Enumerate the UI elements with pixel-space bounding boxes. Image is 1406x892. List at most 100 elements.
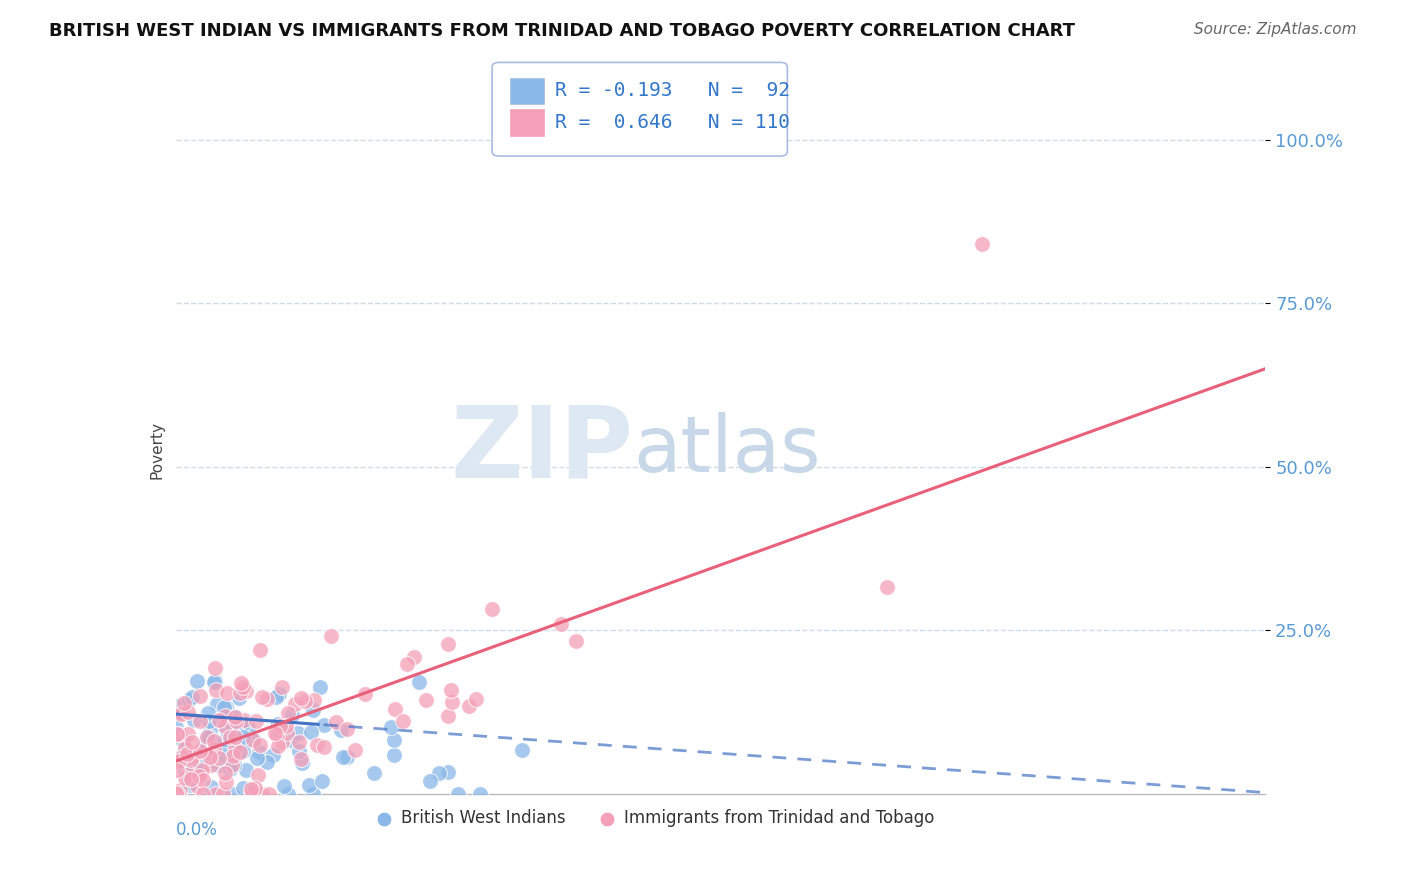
Point (290, 691, 312, 706)
Point (202, 733, 225, 747)
Point (179, 693, 201, 707)
Point (193, 739, 215, 754)
Point (235, 763, 257, 777)
Text: Source: ZipAtlas.com: Source: ZipAtlas.com (1194, 22, 1357, 37)
Point (291, 756, 314, 770)
Point (330, 723, 353, 737)
Point (180, 772, 202, 786)
Point (267, 687, 290, 701)
Point (247, 768, 270, 782)
Point (181, 690, 204, 704)
Point (215, 775, 238, 789)
Point (207, 757, 229, 772)
Point (225, 714, 247, 728)
Point (302, 692, 325, 706)
Point (198, 750, 221, 764)
Point (250, 690, 273, 705)
Point (972, 237, 994, 252)
Legend: British West Indians, Immigrants from Trinidad and Tobago: British West Indians, Immigrants from Tr… (370, 802, 941, 834)
Point (565, 634, 588, 648)
Point (249, 739, 271, 753)
Point (170, 706, 193, 720)
Point (232, 713, 254, 727)
Point (187, 750, 209, 764)
Point (188, 743, 211, 757)
Point (415, 693, 437, 707)
Point (204, 742, 226, 756)
Point (284, 697, 307, 711)
Point (221, 711, 243, 725)
Point (204, 661, 226, 675)
Point (176, 747, 198, 761)
Point (408, 674, 430, 689)
Point (240, 787, 263, 801)
Point (481, 602, 503, 616)
Point (392, 714, 415, 728)
Text: atlas: atlas (633, 412, 821, 489)
Point (232, 780, 254, 795)
Point (229, 686, 252, 700)
Point (222, 727, 245, 741)
Point (177, 705, 200, 719)
Point (165, 721, 187, 735)
Point (311, 773, 333, 788)
Point (188, 714, 211, 728)
Point (269, 719, 291, 733)
Point (225, 710, 247, 724)
Point (354, 688, 377, 702)
Point (200, 780, 222, 794)
Point (219, 733, 242, 747)
Point (198, 724, 221, 739)
Point (198, 746, 221, 760)
Point (287, 744, 309, 758)
Point (382, 747, 405, 762)
Point (195, 730, 218, 744)
Point (190, 763, 212, 777)
Point (198, 714, 221, 728)
Point (224, 709, 246, 723)
Point (166, 763, 188, 777)
Point (384, 701, 406, 715)
Point (288, 735, 311, 749)
Point (165, 786, 187, 800)
Point (202, 675, 225, 690)
Point (464, 691, 486, 706)
Point (242, 732, 264, 747)
Point (214, 766, 236, 780)
Point (277, 706, 299, 720)
Point (173, 741, 195, 756)
Point (436, 709, 458, 723)
Point (301, 703, 323, 717)
Point (270, 680, 292, 694)
Point (172, 734, 194, 748)
Point (232, 717, 254, 731)
Point (228, 739, 250, 753)
Point (170, 706, 193, 720)
Point (235, 683, 257, 698)
Point (167, 699, 190, 714)
Point (217, 710, 239, 724)
Point (214, 719, 236, 733)
Point (302, 787, 325, 801)
Point (214, 709, 236, 723)
Point (427, 765, 450, 780)
Point (183, 713, 205, 727)
Point (181, 734, 204, 748)
Point (188, 765, 211, 780)
Point (447, 787, 470, 801)
Point (280, 732, 302, 747)
Point (267, 717, 290, 731)
Point (250, 787, 273, 801)
Point (404, 649, 426, 664)
Point (440, 683, 463, 698)
Point (177, 778, 200, 792)
Point (287, 726, 309, 740)
Point (228, 745, 250, 759)
Point (256, 755, 278, 769)
Point (262, 747, 284, 762)
Point (299, 725, 322, 739)
Point (222, 758, 245, 772)
Text: R = -0.193   N =  92: R = -0.193 N = 92 (555, 81, 790, 101)
Point (277, 787, 299, 801)
Point (396, 657, 419, 672)
